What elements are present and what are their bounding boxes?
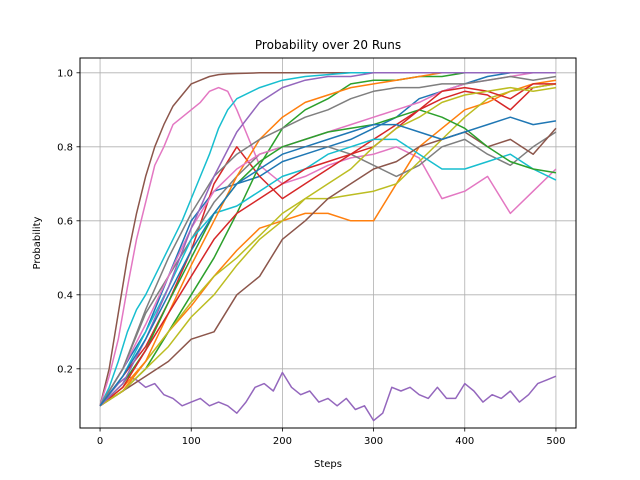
y-tick-label: 0.4 [57, 290, 73, 301]
y-tick-label: 1.0 [57, 68, 73, 79]
x-tick-label: 500 [546, 436, 565, 447]
series-line-15 [99, 109, 557, 407]
series-line-6 [99, 83, 557, 407]
series-line-13 [99, 127, 557, 407]
series-line-16 [99, 83, 556, 407]
series-line-11 [99, 138, 557, 407]
x-tick-label: 0 [97, 436, 103, 447]
y-axis-label: Probability [32, 216, 43, 269]
series-line-17 [99, 86, 557, 407]
x-tick-label: 200 [273, 436, 292, 447]
series-line-19 [99, 72, 556, 407]
series-line-20 [99, 116, 557, 407]
series-line-2 [99, 86, 557, 407]
y-tick-label: 0.2 [57, 364, 73, 375]
y-tick-label: 0.8 [57, 142, 73, 153]
series-line-5 [99, 371, 557, 422]
x-tick-label: 300 [364, 436, 383, 447]
x-tick-label: 400 [455, 436, 474, 447]
series-line-18 [99, 75, 557, 407]
series-line-9 [99, 131, 557, 407]
x-axis-label: Steps [314, 459, 342, 470]
grid-lines [80, 58, 576, 428]
plot-frame [79, 57, 577, 429]
series-lines [99, 72, 557, 422]
chart-title: Probability over 20 Runs [255, 38, 401, 52]
x-tick-label: 100 [182, 436, 201, 447]
axis-ticks: 0 100 200 300 400 500 0.2 0.4 0.6 0.8 1.0 [57, 68, 565, 447]
y-tick-label: 0.6 [57, 216, 73, 227]
